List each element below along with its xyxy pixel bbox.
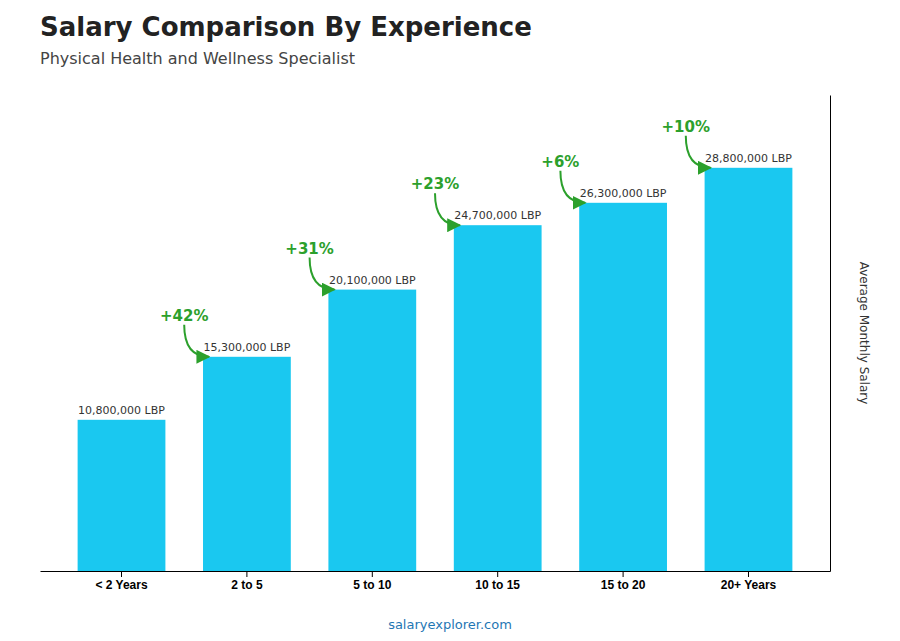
x-tick-label: 10 to 15 [475,578,520,592]
plot: < 2 Years 2 to 5 5 to 10 10 to 15 15 to 20 20… [41,96,831,592]
bar [454,225,542,571]
x-tick-mark [372,571,373,577]
annotation: +42% [160,307,208,325]
source: salaryexplorer.com [388,617,512,632]
data-label: 10,800,000 LBP [78,404,165,417]
annotation-arrow [310,258,335,290]
y-axis [830,96,831,572]
data-labels: 10,800,000 LBP 15,300,000 LBP 20,100,000 L… [78,152,792,417]
annotation: +31% [285,240,333,258]
x-axis-line [41,571,831,572]
x-axis: < 2 Years 2 to 5 5 to 10 10 to 15 15 to 20 20… [41,571,831,592]
x-tick: 2 to 5 [231,571,263,592]
x-tick-label: 5 to 10 [353,578,391,592]
x-tick-mark [246,571,247,577]
chart: Salary Comparison By Experience Physical … [0,0,900,641]
data-label: 15,300,000 LBP [204,341,291,354]
bars [78,168,793,571]
x-tick-mark [623,571,624,577]
annotations: +42% +31% +23% +6% +10% [160,118,711,357]
bar [203,357,291,571]
x-tick: 5 to 10 [353,571,391,592]
x-tick: 20+ Years [721,571,777,592]
x-tick: < 2 Years [95,571,147,592]
x-tick: 15 to 20 [601,571,646,592]
data-label: 20,100,000 LBP [329,274,416,287]
annotation: +6% [541,153,579,171]
x-tick-label: 15 to 20 [601,578,646,592]
bar [328,290,416,571]
annotation-arrow [686,136,711,168]
data-label: 24,700,000 LBP [454,209,541,222]
subtitle: Physical Health and Wellness Specialist [40,49,355,68]
x-tick: 10 to 15 [475,571,520,592]
x-tick-label: 2 to 5 [231,578,263,592]
data-label: 28,800,000 LBP [705,152,792,165]
x-tick-label: 20+ Years [721,578,777,592]
bar [705,168,793,571]
annotation: +10% [662,118,710,136]
annotation-arrow [560,171,585,203]
y-axis-title: Average Monthly Salary [857,262,871,405]
annotation-arrow [435,193,460,225]
y-axis-line [830,96,831,572]
x-tick-label: < 2 Years [95,578,147,592]
bar [78,420,166,571]
annotation: +23% [411,175,459,193]
x-tick-mark [748,571,749,577]
annotation-arrow [184,325,209,357]
bar [579,203,667,571]
x-tick-mark [497,571,498,577]
title: Salary Comparison By Experience [40,12,532,42]
data-label: 26,300,000 LBP [580,187,667,200]
x-tick-mark [121,571,122,577]
